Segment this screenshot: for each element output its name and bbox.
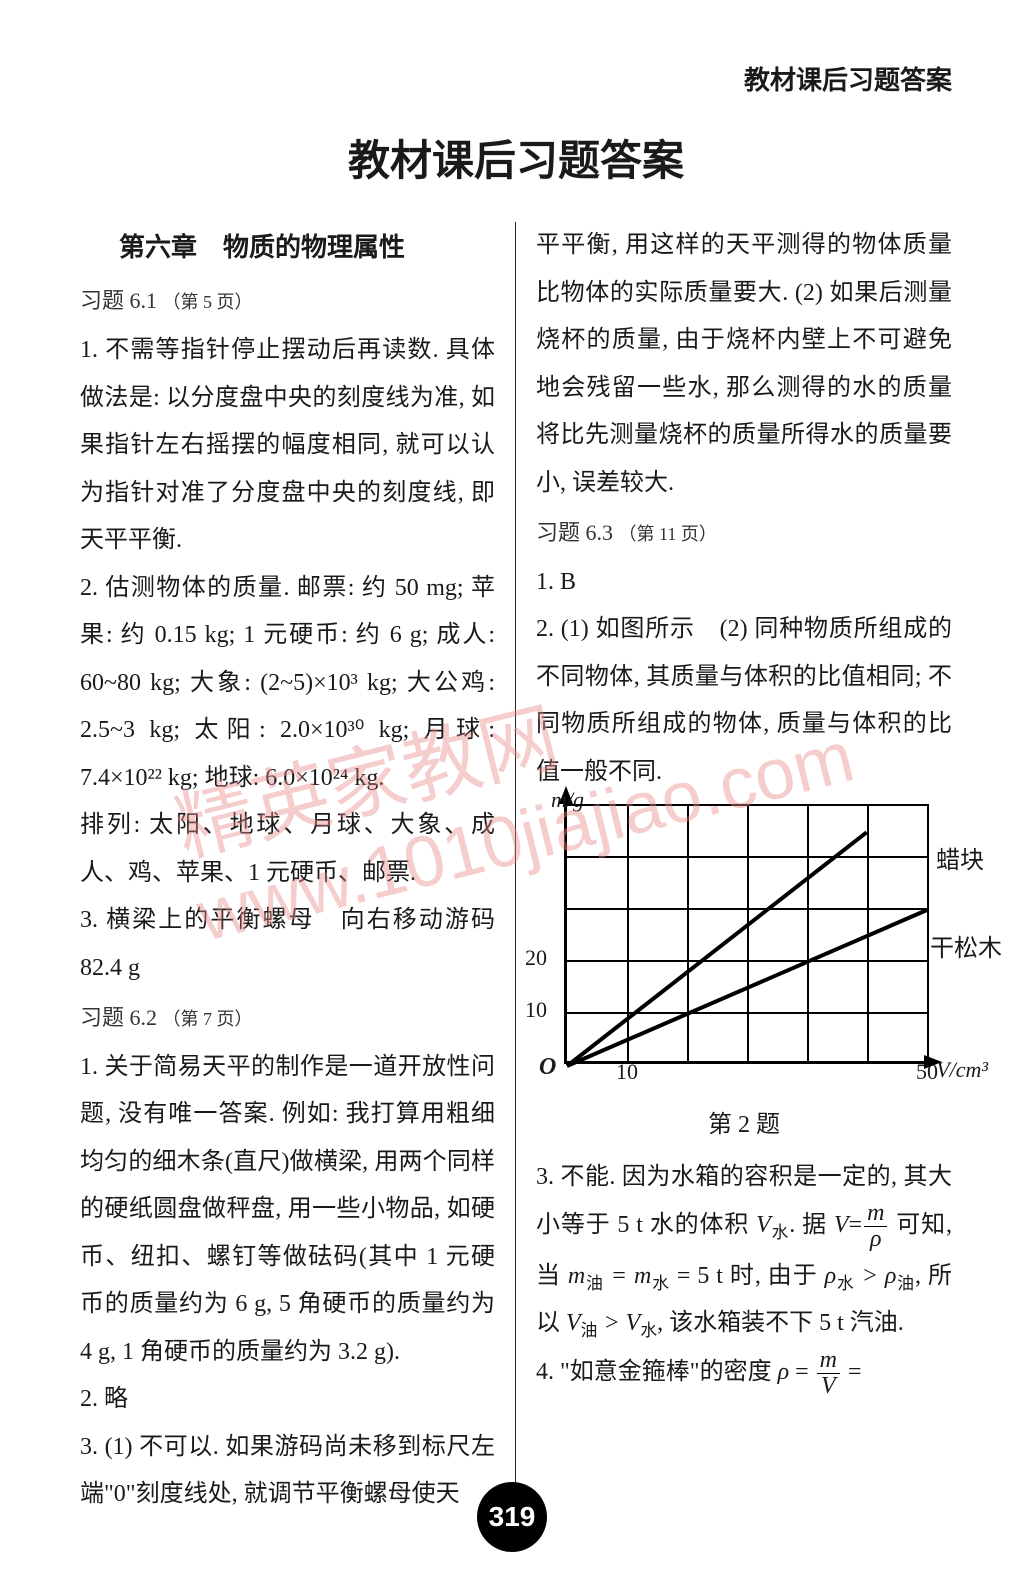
answer-6-1-3: 3. 横梁上的平衡螺母 向右移动游码 82.4 g <box>80 897 495 992</box>
page-number: 319 <box>477 1482 547 1552</box>
column-left: 第六章 物质的物理属性 习题 6.1 （第 5 页） 1. 不需等指针停止摆动后… <box>80 222 516 1519</box>
exercise-ref-6-2: 习题 6.2 （第 7 页） <box>80 996 495 1040</box>
answer-6-3-3: 3. 不能. 因为水箱的容积是一定的, 其大小等于 5 t 水的体积 V水. 据… <box>536 1154 952 1348</box>
exercise-page: （第 5 页） <box>163 292 253 312</box>
exercise-ref-6-3: 习题 6.3 （第 11 页） <box>536 511 952 555</box>
answer-6-2-2: 2. 略 <box>80 1376 495 1424</box>
gridline-horizontal <box>567 960 927 962</box>
answer-6-1-2-rank: 排列: 太阳、地球、月球、大象、成人、鸡、苹果、1 元硬币、邮票. <box>80 802 495 897</box>
gridline-vertical <box>747 804 749 1064</box>
answer-6-2-3-cont: 平平衡, 用这样的天平测得的物体质量比物体的实际质量要大. (2) 如果后测量烧… <box>536 222 952 507</box>
chart-axes: m/g O V/cm³ 10501020蜡块干松木 <box>564 804 924 1064</box>
chart-mass-volume: m/g O V/cm³ 10501020蜡块干松木 第 2 题 <box>536 804 952 1150</box>
text: = <box>842 1359 862 1385</box>
answer-6-3-2: 2. (1) 如图所示 (2) 同种物质所组成的不同物体, 其质量与体积的比值相… <box>536 606 952 796</box>
answer-6-3-4: 4. "如意金箍棒"的密度 ρ = mV = <box>536 1348 952 1399</box>
answer-6-3-1: 1. B <box>536 559 952 607</box>
text: 4. "如意金箍棒"的密度 <box>536 1359 778 1385</box>
x-tick-label: 50 <box>916 1050 938 1094</box>
exercise-label: 习题 6.2 <box>80 1005 157 1030</box>
text: = 5 t 时, 由于 <box>670 1263 825 1289</box>
exercise-page: （第 11 页） <box>619 524 717 544</box>
series-label-蜡块: 蜡块 <box>936 838 984 886</box>
two-column-body: 第六章 物质的物理属性 习题 6.1 （第 5 页） 1. 不需等指针停止摆动后… <box>80 222 952 1519</box>
chapter-heading: 第六章 物质的物理属性 <box>80 222 495 273</box>
series-label-干松木: 干松木 <box>930 926 1002 974</box>
text: , 该水箱装不下 5 t 汽油. <box>657 1310 904 1336</box>
answer-6-1-2: 2. 估测物体的质量. 邮票: 约 50 mg; 苹果: 约 0.15 kg; … <box>80 565 495 803</box>
y-tick-label: 10 <box>525 987 547 1031</box>
gridline-vertical <box>927 804 929 1064</box>
gridline-vertical <box>687 804 689 1064</box>
page-title: 教材课后习题答案 <box>80 127 952 188</box>
running-header: 教材课后习题答案 <box>80 60 952 97</box>
y-axis-label: m/g <box>551 778 584 822</box>
gridline-horizontal <box>567 856 927 858</box>
chart-caption: 第 2 题 <box>536 1102 952 1150</box>
exercise-label: 习题 6.1 <box>80 288 157 313</box>
fraction-m-over-rho: mρ <box>864 1201 887 1252</box>
y-tick-label: 20 <box>525 935 547 979</box>
exercise-ref-6-1: 习题 6.1 （第 5 页） <box>80 279 495 323</box>
gridline-vertical <box>807 804 809 1064</box>
answer-6-1-1: 1. 不需等指针停止摆动后再读数. 具体做法是: 以分度盘中央的刻度线为准, 如… <box>80 327 495 565</box>
text: . 据 <box>789 1212 834 1238</box>
gridline-horizontal <box>567 908 927 910</box>
column-right: 平平衡, 用这样的天平测得的物体质量比物体的实际质量要大. (2) 如果后测量烧… <box>516 222 952 1519</box>
gridline-horizontal <box>567 1012 927 1014</box>
x-tick-label: 10 <box>616 1050 638 1094</box>
series-line-蜡块 <box>566 831 868 1068</box>
gridline-vertical <box>627 804 629 1064</box>
exercise-label: 习题 6.3 <box>536 520 613 545</box>
x-axis-label: V/cm³ <box>936 1048 988 1092</box>
gridline-horizontal <box>567 804 927 806</box>
answer-6-2-1: 1. 关于简易天平的制作是一道开放性问题, 没有唯一答案. 例如: 我打算用粗细… <box>80 1044 495 1377</box>
fraction-m-over-v: mV <box>817 1348 840 1399</box>
exercise-page: （第 7 页） <box>163 1009 253 1029</box>
answer-6-2-3: 3. (1) 不可以. 如果游码尚未移到标尺左端"0"刻度线处, 就调节平衡螺母… <box>80 1424 495 1519</box>
origin-label: O <box>539 1044 556 1092</box>
